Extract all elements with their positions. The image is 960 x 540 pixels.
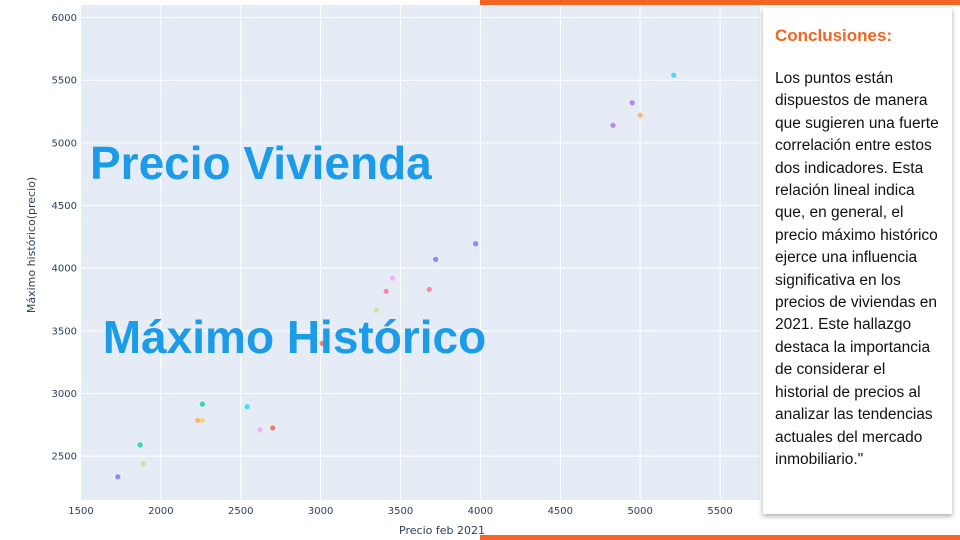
x-tick-label: 1500 — [68, 506, 93, 517]
data-point — [389, 275, 396, 281]
data-point — [426, 286, 432, 293]
data-point — [671, 72, 677, 78]
slide-title-line2: Máximo Histórico — [90, 311, 487, 363]
y-tick-label: 5500 — [52, 76, 77, 87]
x-tick-label: 5000 — [627, 506, 652, 517]
data-point — [115, 474, 121, 480]
conclusions-card: Conclusiones: Los puntos están dispuesto… — [763, 8, 952, 514]
y-tick-label: 6000 — [52, 13, 77, 24]
grid-lines — [81, 5, 760, 500]
accent-bar-top — [480, 0, 960, 5]
x-tick-label: 5500 — [707, 506, 732, 517]
data-point — [270, 425, 276, 431]
x-tick-label: 2500 — [228, 506, 253, 517]
data-point — [319, 340, 325, 346]
data-point — [637, 112, 643, 118]
plot-background — [81, 5, 760, 500]
y-tick-label: 4000 — [52, 264, 77, 275]
data-point — [199, 401, 206, 407]
x-tick-label: 3000 — [308, 506, 333, 517]
data-point — [433, 256, 439, 262]
x-tick-label: 3500 — [388, 506, 413, 517]
y-tick-label: 4500 — [52, 201, 77, 212]
data-point — [629, 100, 635, 106]
data-point — [610, 122, 616, 128]
data-point — [383, 288, 389, 294]
conclusions-text: Los puntos están dispuestos de manera qu… — [775, 70, 939, 468]
conclusions-heading: Conclusiones: — [775, 26, 893, 45]
y-axis-ticks: 2500 3000 3500 4000 4500 5000 5500 6000 — [52, 13, 77, 463]
slide-title: Precio Vivienda Máximo Histórico — [90, 18, 486, 424]
data-point — [473, 241, 479, 247]
data-points — [115, 72, 677, 480]
y-tick-label: 2500 — [52, 452, 77, 463]
data-point — [137, 442, 143, 448]
accent-bar-bottom — [480, 535, 960, 540]
x-tick-label: 4500 — [548, 506, 573, 517]
y-tick-label: 3500 — [52, 326, 77, 337]
y-tick-label: 5000 — [52, 138, 77, 149]
x-axis-title: Precio feb 2021 — [399, 524, 485, 537]
data-point — [257, 427, 263, 433]
data-point — [140, 461, 146, 467]
data-point — [373, 307, 380, 313]
y-axis-title: Máximo histórico(precio) — [25, 177, 38, 313]
data-point — [195, 417, 201, 424]
x-tick-label: 2000 — [148, 506, 173, 517]
data-point — [244, 404, 250, 410]
slide-title-line1: Precio Vivienda — [90, 137, 432, 189]
x-tick-label: 4000 — [468, 506, 493, 517]
x-axis-ticks: 1500 2000 2500 3000 3500 4000 4500 5000 5500 — [68, 506, 733, 517]
y-tick-label: 3000 — [52, 389, 77, 400]
data-point — [199, 417, 206, 424]
